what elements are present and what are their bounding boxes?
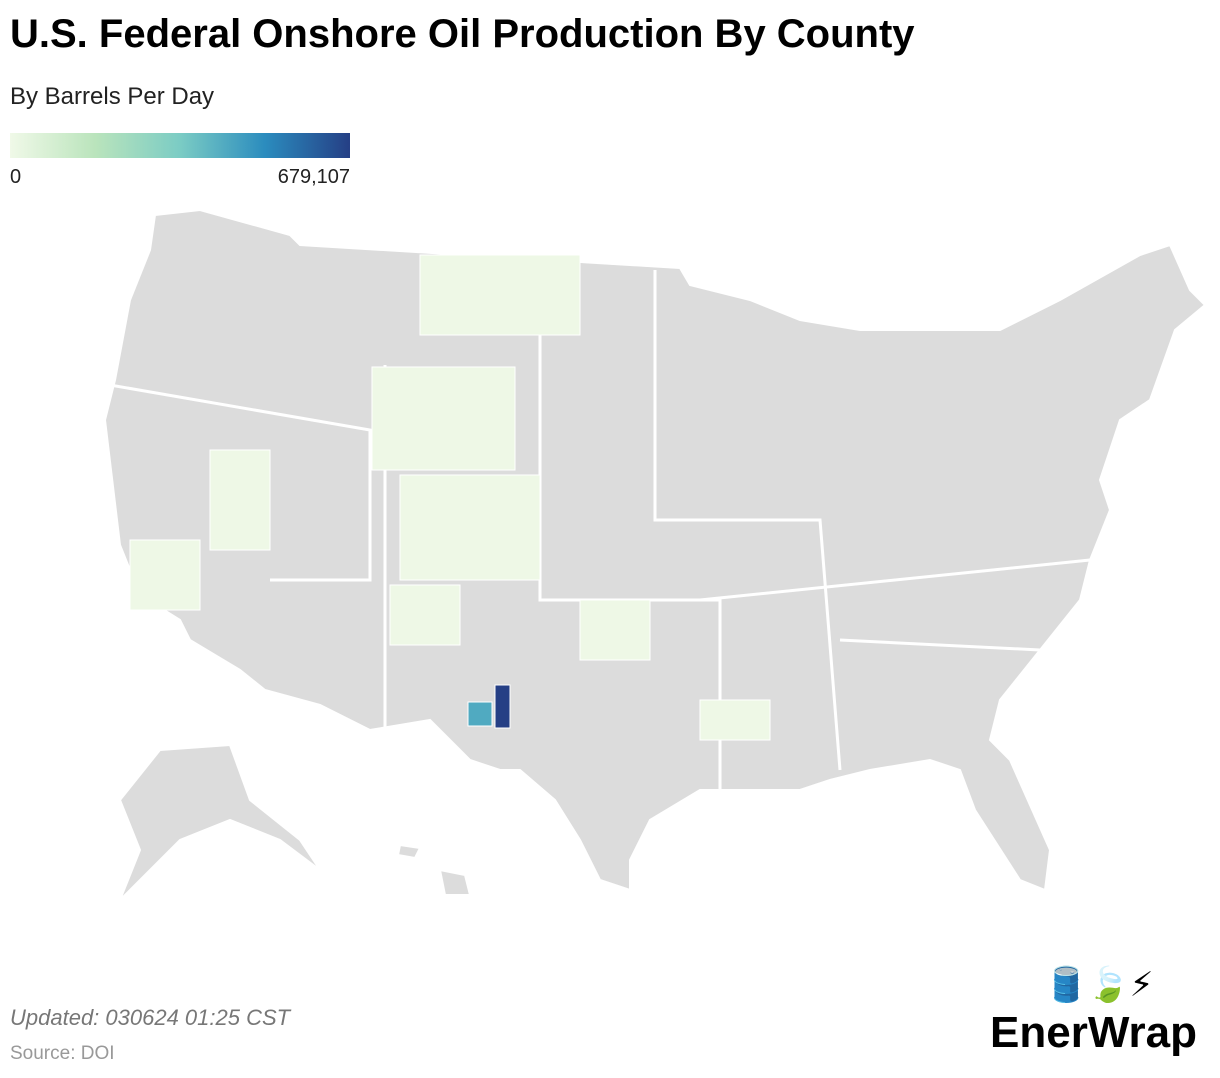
alaska [118, 743, 321, 901]
county [494, 684, 511, 729]
title: U.S. Federal Onshore Oil Production By C… [10, 12, 915, 56]
county [467, 701, 493, 727]
region [699, 699, 771, 741]
region [129, 539, 201, 611]
subtitle: By Barrels Per Day [10, 83, 215, 110]
state-line [109, 383, 372, 582]
color-bar [10, 133, 350, 158]
region [371, 366, 516, 471]
source: Source: DOI [10, 1043, 115, 1064]
brand-icons: 🛢️🍃⚡ [1045, 966, 1154, 1004]
region [579, 599, 651, 661]
legend-min: 0 [10, 166, 21, 188]
region [419, 254, 581, 336]
updated: Updated: 030624 01:25 CST [10, 1005, 291, 1030]
hawaii [438, 868, 472, 896]
region [209, 449, 271, 551]
state-line [699, 558, 1091, 602]
brand: EnerWrap [990, 1008, 1198, 1057]
region [389, 584, 461, 646]
region [399, 474, 541, 581]
state-lines [109, 270, 1091, 790]
hawaii [396, 843, 422, 860]
legend-max: 679,107 [278, 166, 350, 188]
highlights [467, 684, 511, 729]
state-line [839, 638, 1041, 652]
state-line [653, 270, 842, 771]
low-production [129, 254, 771, 741]
